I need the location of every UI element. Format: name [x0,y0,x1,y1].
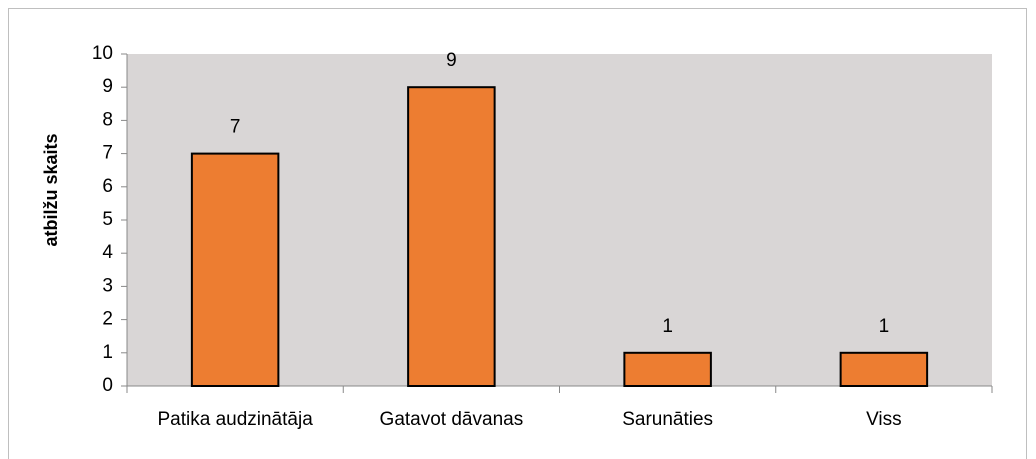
y-tick-label: 2 [102,309,113,330]
x-tick-label: Patika audzinātāja [157,409,313,430]
data-label: 7 [230,117,241,138]
bar [190,152,280,387]
x-tick-label: Sarunāties [622,409,713,430]
y-tick-label: 4 [102,242,113,263]
y-tick-label: 1 [102,342,113,363]
bar [623,351,712,387]
data-label: 9 [446,50,457,71]
y-axis-label: atbilžu skaits [41,133,61,246]
y-tick-label: 10 [92,43,113,64]
bar [407,86,496,387]
x-tick-label: Gatavot dāvanas [380,409,524,430]
y-tick-label: 5 [102,209,113,230]
data-label: 1 [879,316,890,337]
y-tick-label: 0 [102,375,113,396]
bar [839,351,929,387]
y-tick-label: 6 [102,176,113,197]
y-tick-label: 3 [102,275,113,296]
data-label: 1 [662,316,673,337]
y-tick-label: 7 [102,143,113,164]
y-tick-label: 9 [102,76,113,97]
x-tick-label: Viss [866,409,902,430]
y-tick-label: 8 [102,109,113,130]
